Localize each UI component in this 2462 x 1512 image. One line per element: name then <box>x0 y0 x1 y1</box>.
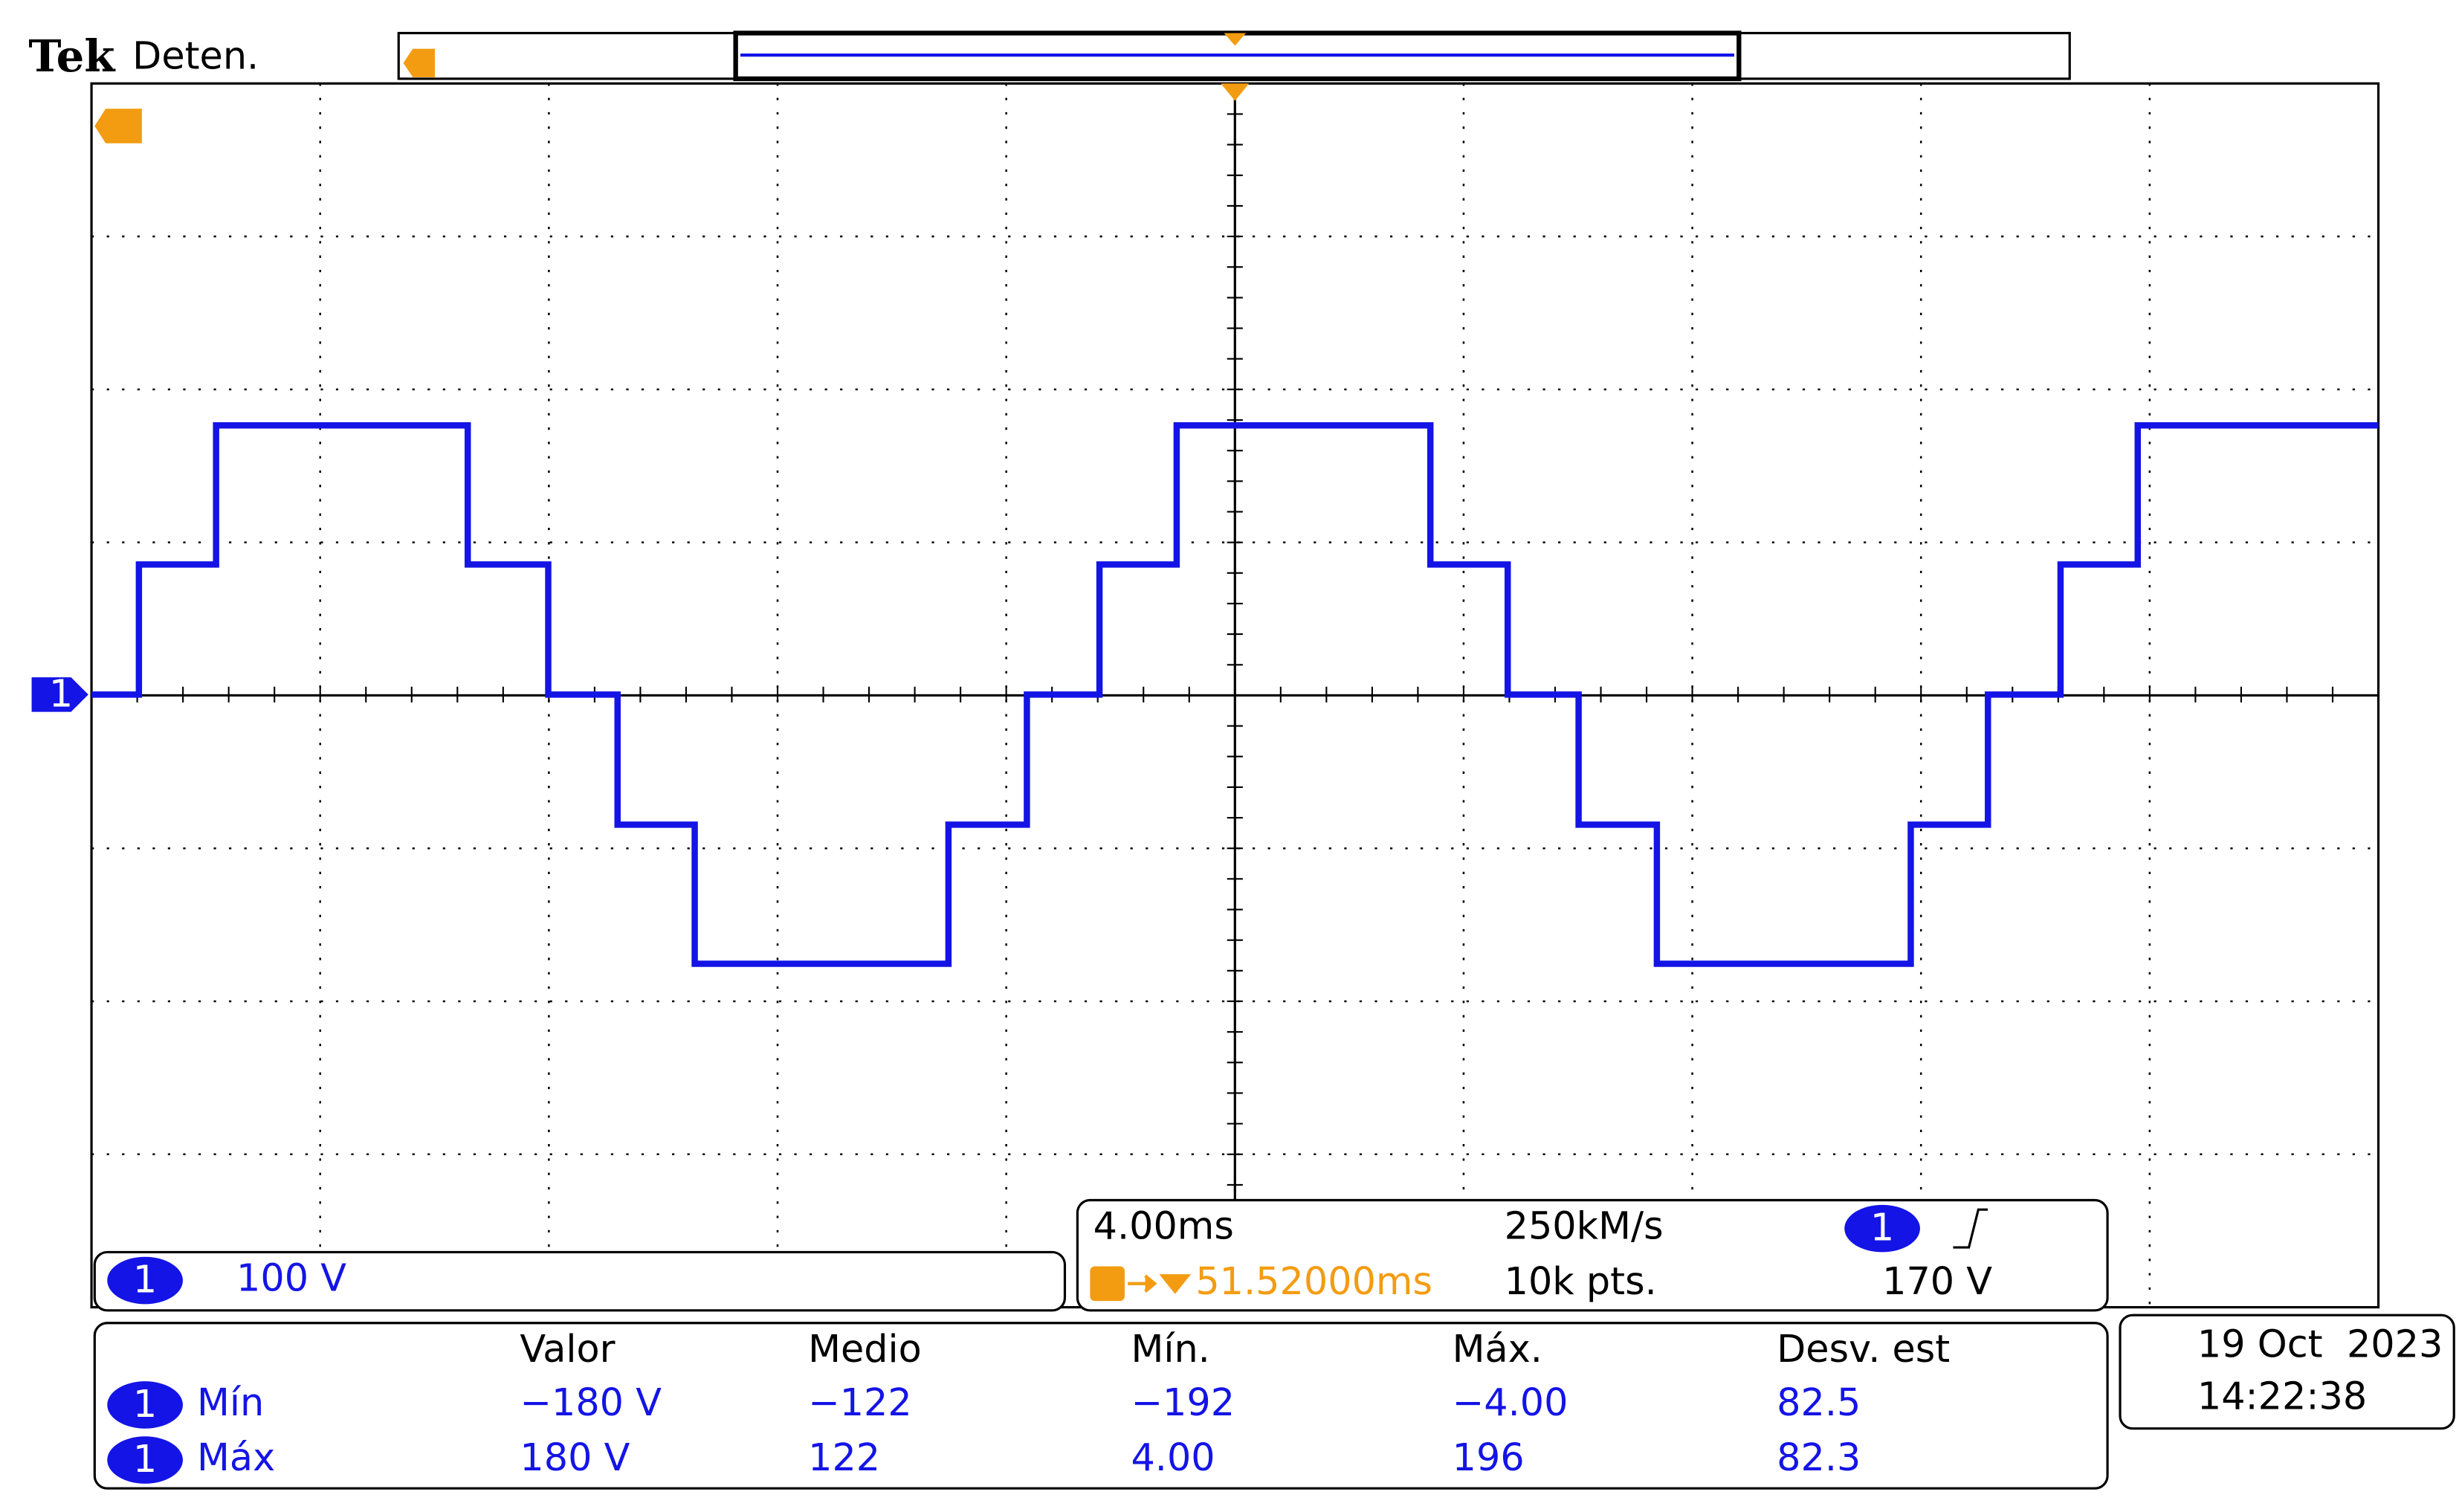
column-header: Máx. <box>1453 1327 1542 1371</box>
column-header: Medio <box>808 1327 922 1371</box>
sample-rate: 250kM/s <box>1505 1204 1664 1248</box>
volts-per-div: 100 V <box>236 1256 346 1300</box>
channel-box <box>93 1250 1067 1312</box>
channel-badge-label: 1 <box>133 1258 157 1302</box>
trigger-level-flag <box>94 109 142 143</box>
timebase: 4.00ms <box>1093 1204 1234 1248</box>
timestamp-box <box>2119 1314 2455 1430</box>
trigger-marker-top <box>1224 33 1247 46</box>
channel-badge <box>107 1256 183 1305</box>
measurement-value: −122 <box>808 1380 912 1424</box>
measurements-table: Valor Medio Mín. Máx. Desv. est 1 Mín −180 V −12… <box>107 1327 1950 1484</box>
status: Deten. <box>132 33 259 77</box>
measurement-value: 82.3 <box>1777 1435 1861 1479</box>
date: 19 Oct 2023 <box>2197 1322 2443 1366</box>
channel-badge <box>107 1381 183 1429</box>
waveform <box>91 422 2379 967</box>
measurement-value: −4.00 <box>1453 1380 1568 1424</box>
measurement-name: Máx <box>197 1435 275 1479</box>
measurement-name: Mín <box>197 1380 264 1424</box>
channel-badge-label: 1 <box>133 1437 157 1481</box>
column-header: Mín. <box>1131 1327 1209 1371</box>
measurements-box <box>93 1322 2109 1490</box>
brand: Tek <box>28 30 116 82</box>
trigger-position-marker <box>1221 83 1250 101</box>
column-header: Valor <box>520 1327 615 1371</box>
time: 14:22:38 <box>2197 1374 2367 1418</box>
trigger-icon <box>1090 1266 1125 1302</box>
measurement-value: 4.00 <box>1131 1435 1215 1479</box>
measurement-value: 122 <box>808 1435 880 1479</box>
measurement-value: 180 V <box>520 1435 630 1479</box>
channel-badge <box>107 1436 183 1484</box>
trigger-channel: 1 <box>1870 1206 1894 1250</box>
trigger-slope-icon <box>1953 1208 1988 1249</box>
channel-ground-marker <box>31 677 88 712</box>
trigger-channel-badge <box>1844 1204 1920 1253</box>
trigger-flag <box>403 48 435 77</box>
measurement-value: 196 <box>1453 1435 1525 1479</box>
channel-marker-label: 1 <box>49 671 73 715</box>
channel-badge-label: 1 <box>133 1382 157 1426</box>
measurement-value: −192 <box>1131 1380 1235 1424</box>
measurement-value: 82.5 <box>1777 1380 1861 1424</box>
trigger-arrow-icon <box>1128 1274 1192 1294</box>
record-length: 10k pts. <box>1505 1259 1657 1303</box>
measurement-value: −180 V <box>520 1380 662 1424</box>
column-header: Desv. est <box>1777 1327 1950 1371</box>
trigger-position: 51.52000ms <box>1195 1259 1432 1303</box>
trigger-level: 170 V <box>1882 1259 1992 1303</box>
